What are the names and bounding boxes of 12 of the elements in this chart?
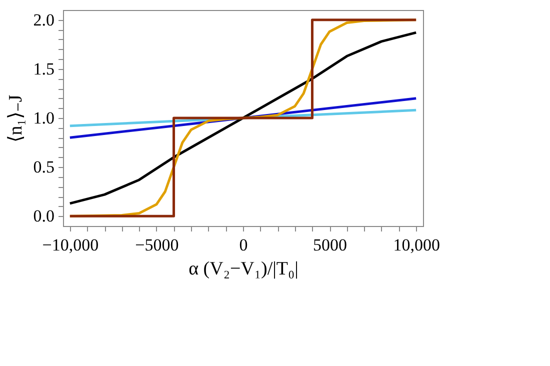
x-tick-label: −10,000 (42, 236, 99, 254)
y-tick-label: 0.5 (33, 158, 54, 177)
x-tick-label: 5000 (313, 236, 348, 254)
y-tick-label: 1.0 (33, 108, 54, 128)
x-axis-title: α (V₂−V₁)/|T₀| (188, 258, 298, 280)
y-axis-title: ⟨n₁⟩₋J (5, 94, 26, 142)
x-tick-label: 10,000 (393, 236, 440, 254)
y-tick-label: 2.0 (33, 10, 54, 30)
y-tick-label: 1.5 (33, 59, 54, 78)
x-tick-label: 0 (239, 236, 248, 254)
x-tick-label: −5000 (135, 236, 179, 254)
y-tick-label: 0.0 (33, 206, 54, 226)
